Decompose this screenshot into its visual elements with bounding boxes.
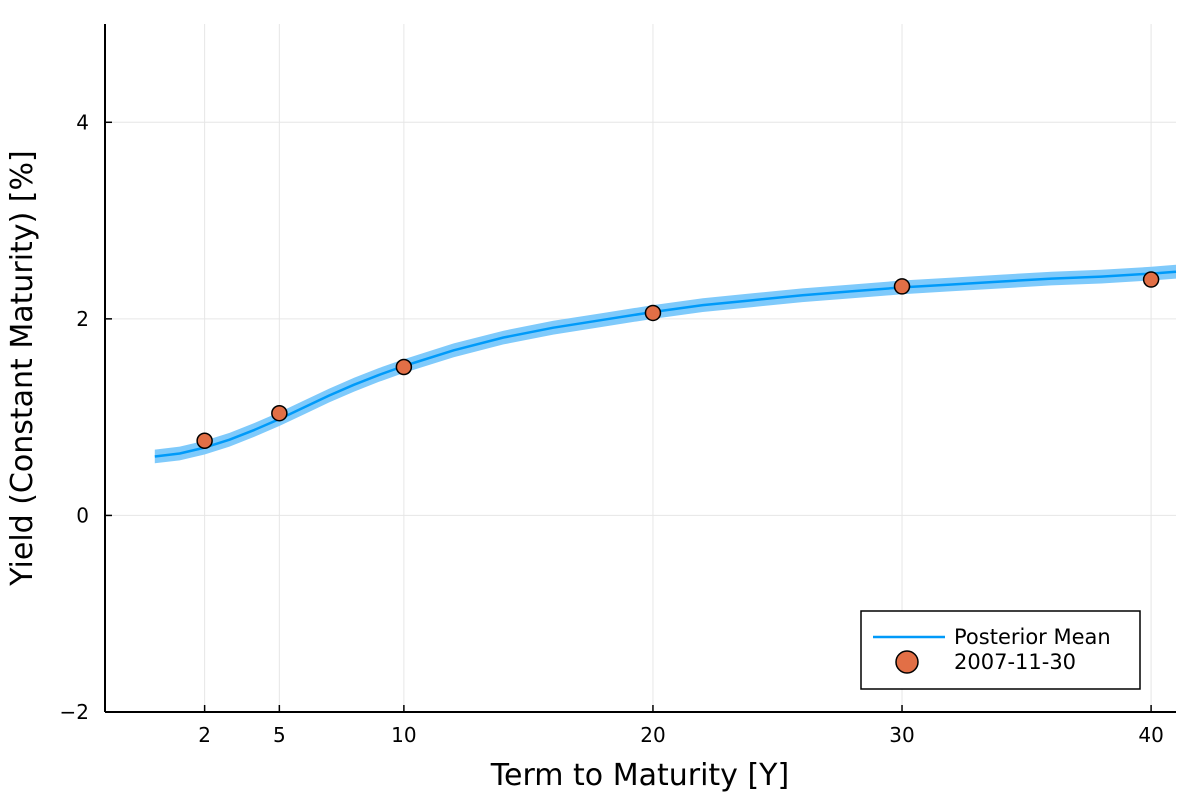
y-tick-label: 4 [76,110,89,134]
observed-point [271,404,288,422]
credible-band [154,264,1177,464]
axes [104,24,1176,713]
y-ticks: −2 0 2 4 [60,110,112,724]
y-tick-label: −2 [60,700,89,724]
observed-point [644,304,662,322]
x-tick-label: 2 [198,723,211,747]
y-axis-title: Yield (Constant Maturity) [%] [5,150,40,586]
observed-point [1142,271,1160,288]
posterior-mean-line-group [154,270,1177,458]
x-tick-label: 40 [1138,723,1163,747]
legend-label-observed-date: 2007-11-30 [954,650,1076,674]
observed-points [196,271,1160,449]
x-ticks: 2 5 10 20 30 40 [198,705,1164,747]
posterior-mean-line [154,270,1177,458]
x-tick-label: 20 [640,723,665,747]
y-tick-label: 0 [76,503,89,527]
x-axis-title: Term to Maturity [Y] [490,758,789,793]
grid-lines [105,24,1176,713]
y-tick-label: 2 [76,307,89,331]
x-tick-label: 10 [391,723,416,747]
legend-label-posterior-mean: Posterior Mean [954,625,1111,649]
legend: Posterior Mean 2007-11-30 [860,610,1141,690]
observed-point [395,358,413,376]
observed-point [893,278,911,295]
credible-band-area [154,264,1177,464]
legend-marker-swatch [895,650,919,674]
x-tick-label: 5 [273,723,286,747]
legend-box [860,610,1141,690]
observed-point [196,432,213,449]
x-tick-label: 30 [889,723,914,747]
